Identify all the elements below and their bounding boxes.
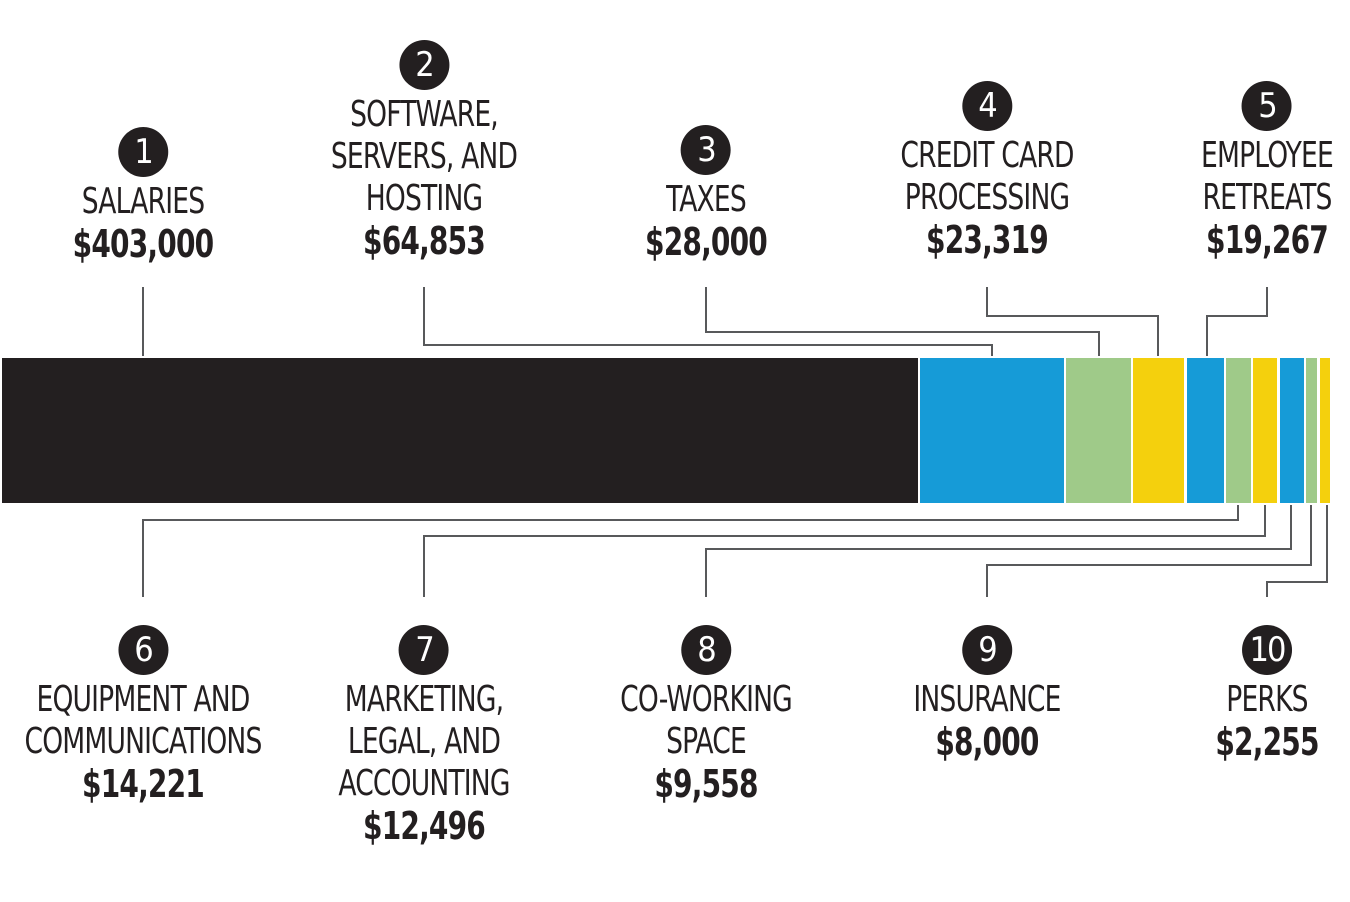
amount-text: $8,000 [935, 720, 1039, 764]
category-text: SALARIES [81, 181, 205, 222]
amount-text: $2,255 [1215, 720, 1319, 764]
number-badge: 2 [399, 40, 449, 90]
bar-segment-equipment [1226, 358, 1251, 503]
category-text: HOSTING [365, 178, 483, 219]
number-badge: 5 [1241, 81, 1292, 131]
number-badge: 3 [681, 125, 731, 175]
label-taxes: 3 TAXES $28,000 [632, 125, 781, 263]
bar-segment-insurance [1306, 358, 1317, 503]
label-insurance: 9 INSURANCE $8,000 [897, 625, 1077, 763]
category-text: LEGAL, AND [347, 721, 501, 762]
amount-text: $9,558 [654, 762, 758, 806]
category-text: SERVERS, AND [330, 136, 518, 177]
number-badge: 4 [961, 81, 1012, 131]
bar-segment-marketing [1253, 358, 1277, 503]
bar-segment-perks [1320, 358, 1330, 503]
bar-segment-credit-card [1133, 358, 1184, 503]
amount-text: $28,000 [645, 220, 768, 264]
number-badge: 9 [961, 625, 1012, 675]
amount-text: $64,853 [363, 219, 486, 263]
stacked-bar [2, 358, 1330, 503]
bar-segment-salaries [2, 358, 918, 503]
category-text: CREDIT CARD [900, 135, 1074, 176]
category-text: MARKETING, [344, 679, 504, 720]
label-retreats: 5 EMPLOYEE RETREATS $19,267 [1187, 81, 1348, 261]
category-text: TAXES [666, 179, 747, 220]
amount-text: $403,000 [72, 222, 214, 266]
number-badge: 1 [118, 127, 168, 177]
number-badge: 10 [1242, 625, 1292, 675]
label-coworking: 8 CO-WORKING SPACE $9,558 [601, 625, 810, 805]
category-text: SPACE [666, 721, 747, 762]
category-text: ACCOUNTING [338, 763, 510, 804]
label-salaries: 1 SALARIES $403,000 [57, 127, 229, 265]
number-badge: 7 [399, 625, 449, 675]
label-software: 2 SOFTWARE, SERVERS, AND HOSTING $64,853 [310, 40, 537, 262]
category-text: EQUIPMENT AND [36, 679, 250, 720]
category-text: PROCESSING [904, 177, 1070, 218]
category-text: PERKS [1226, 679, 1308, 720]
number-badge: 8 [681, 625, 731, 675]
bar-segment-taxes [1066, 358, 1131, 503]
category-text: RETREATS [1202, 177, 1332, 218]
bar-segment-retreats [1187, 358, 1224, 503]
bar-segment-coworking [1280, 358, 1304, 503]
number-badge: 6 [117, 625, 168, 675]
amount-text: $23,319 [926, 218, 1049, 262]
label-perks: 10 PERKS $2,255 [1204, 625, 1330, 763]
category-text: CO-WORKING [620, 679, 793, 720]
label-credit-card: 4 CREDIT CARD PROCESSING $23,319 [881, 81, 1092, 261]
label-equipment: 6 EQUIPMENT AND COMMUNICATIONS $14,221 [0, 625, 288, 805]
bar-segment-software [920, 358, 1064, 503]
amount-text: $19,267 [1206, 218, 1329, 262]
category-text: INSURANCE [913, 679, 1061, 720]
amount-text: $14,221 [82, 762, 205, 806]
category-text: SOFTWARE, [350, 94, 499, 135]
label-marketing: 7 MARKETING, LEGAL, AND ACCOUNTING $12,4… [320, 625, 529, 847]
category-text: COMMUNICATIONS [24, 721, 262, 762]
amount-text: $12,496 [363, 804, 486, 848]
category-text: EMPLOYEE [1201, 135, 1334, 176]
